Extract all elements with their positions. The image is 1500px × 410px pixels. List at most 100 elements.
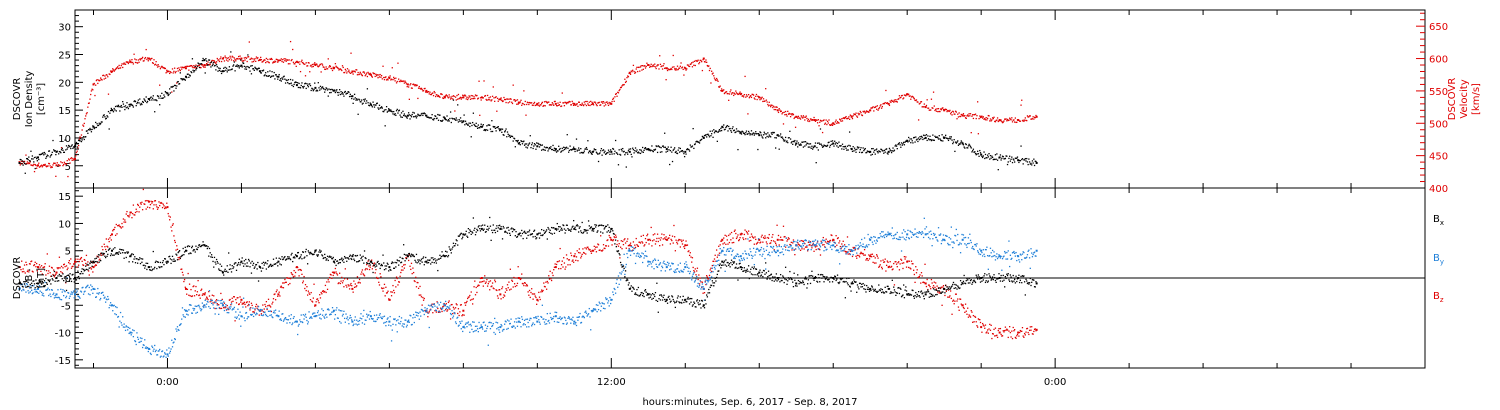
point-density-detail: [198, 63, 200, 65]
point-density-detail: [786, 140, 788, 142]
point-by-detail: [331, 307, 334, 309]
point-bz-detail: [332, 274, 334, 277]
point-velocity-detail: [575, 104, 577, 106]
point-by-detail: [154, 344, 156, 347]
point-velocity-detail: [122, 63, 125, 65]
point-density-detail: [715, 130, 717, 132]
point-density-detail: [816, 142, 819, 144]
point-density-detail: [643, 149, 645, 151]
point-bz-detail: [422, 299, 425, 301]
point-bz-detail: [281, 286, 283, 289]
point-bz-detail: [535, 296, 537, 299]
point-density-detail: [968, 143, 970, 146]
point-density-detail: [1013, 161, 1016, 163]
point-bz-detail: [958, 309, 960, 311]
point-velocity-detail: [473, 96, 475, 98]
point-bz-detail: [606, 239, 608, 242]
point-density-detail: [548, 146, 551, 149]
point-density-detail: [969, 146, 972, 148]
point-bz-detail: [341, 282, 344, 284]
point-velocity-detail: [900, 95, 903, 97]
point-density-detail: [286, 79, 288, 82]
point-by-detail: [122, 326, 125, 328]
point-density-detail: [492, 125, 494, 128]
point-density-detail: [621, 150, 623, 152]
point-velocity-detail: [64, 162, 66, 165]
point-velocity-detail: [548, 101, 550, 103]
point-bz-detail: [401, 265, 403, 268]
point-velocity-detail: [313, 63, 315, 65]
point-density-detail: [1034, 160, 1036, 162]
point-density-detail: [650, 149, 652, 151]
point-bz-detail: [819, 254, 822, 256]
point-density-detail: [66, 148, 68, 150]
point-velocity-detail: [820, 120, 822, 122]
point-bz-detail: [570, 254, 573, 257]
point-density-detail: [950, 136, 952, 138]
point-bz-detail: [700, 281, 702, 283]
point-bz-detail: [538, 291, 540, 294]
point-bz-detail: [371, 268, 374, 270]
point-bz-detail: [26, 270, 29, 273]
point-density-detail: [855, 151, 857, 153]
point-bz-detail: [731, 242, 733, 244]
point-velocity-detail: [84, 118, 86, 120]
point-density-detail: [368, 105, 371, 107]
point-velocity-detail: [292, 61, 295, 63]
point-density-detail: [675, 150, 677, 153]
point-density-detail: [937, 137, 939, 139]
point-velocity-detail: [893, 101, 895, 103]
point-bz-detail: [977, 318, 980, 320]
point-density-detail: [351, 97, 353, 100]
point-density-detail: [220, 70, 222, 72]
point-bz-detail: [325, 291, 327, 294]
point-by-detail: [79, 297, 81, 299]
point-density-detail: [218, 69, 221, 72]
point-density-detail: [531, 142, 534, 144]
point-velocity-detail: [728, 93, 731, 95]
point-velocity-detail: [958, 112, 960, 114]
point-velocity-detail: [1030, 118, 1032, 120]
point-velocity-detail: [601, 101, 603, 103]
point-bz-detail: [848, 248, 850, 251]
point-velocity-detail: [177, 70, 179, 72]
point-bz-detail: [979, 318, 981, 321]
point-bz-detail: [270, 310, 273, 313]
point-velocity: [647, 64, 650, 67]
point-bz-detail: [459, 311, 461, 313]
point-velocity-detail: [871, 107, 874, 109]
point-velocity-detail: [755, 95, 757, 97]
point-bz-detail: [899, 263, 901, 265]
point-velocity-detail: [428, 93, 430, 95]
point-velocity-detail: [418, 85, 420, 88]
point-by-detail: [203, 306, 205, 309]
point-bz-detail: [929, 285, 931, 288]
point-velocity: [887, 102, 890, 105]
point-velocity-detail: [945, 108, 948, 111]
point-bz-detail: [867, 259, 869, 262]
point-velocity-detail: [151, 62, 154, 64]
point-density-detail: [76, 146, 78, 148]
point-bz-detail: [459, 304, 462, 306]
point-bz-detail: [594, 248, 596, 250]
point-bz-detail: [383, 283, 386, 286]
point-density-detail: [159, 95, 162, 97]
point-density-detail: [588, 150, 590, 152]
point-velocity-detail: [218, 59, 220, 61]
point-density-detail: [182, 78, 184, 80]
point-bz-detail: [788, 238, 790, 240]
point-velocity-detail: [381, 78, 383, 80]
point-density-detail: [1023, 159, 1025, 161]
point-density-detail: [265, 72, 267, 74]
point-density-detail: [61, 147, 63, 150]
point-density-detail: [930, 138, 932, 141]
point-velocity-detail: [45, 166, 48, 168]
point-bz-detail: [151, 201, 154, 203]
point-bz-detail: [128, 216, 130, 218]
point-density-detail: [659, 151, 662, 153]
point-by-detail: [309, 317, 311, 320]
point-by-detail: [30, 285, 32, 287]
point-velocity-detail: [276, 58, 278, 61]
point-density-detail: [298, 82, 300, 85]
point-density-detail: [563, 146, 565, 148]
